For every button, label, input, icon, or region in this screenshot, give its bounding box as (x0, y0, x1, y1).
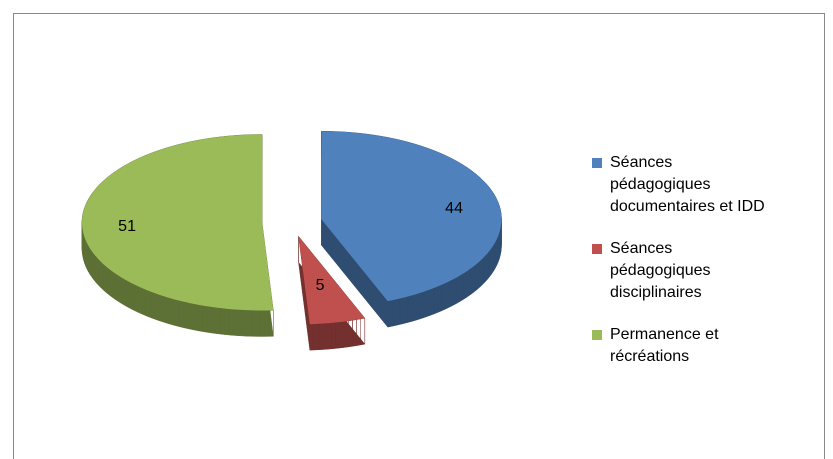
legend-swatch (592, 330, 602, 340)
legend: Séances pédagogiques documentaires et ID… (592, 152, 774, 388)
data-label: 5 (316, 277, 325, 294)
data-label: 51 (118, 218, 136, 235)
slice (321, 131, 502, 302)
slice (298, 236, 365, 325)
legend-swatch (592, 244, 602, 254)
legend-item: Séances pédagogiques documentaires et ID… (592, 152, 774, 218)
legend-label: Séances pédagogiques documentaires et ID… (610, 154, 765, 215)
legend-swatch (592, 158, 602, 168)
data-label: 44 (445, 200, 463, 217)
legend-label: Séances pédagogiques disciplinaires (610, 240, 711, 301)
legend-item: Séances pédagogiques disciplinaires (592, 238, 774, 304)
legend-item: Permanence et récréations (592, 324, 774, 368)
slice (82, 134, 274, 311)
legend-label: Permanence et récréations (610, 326, 719, 365)
